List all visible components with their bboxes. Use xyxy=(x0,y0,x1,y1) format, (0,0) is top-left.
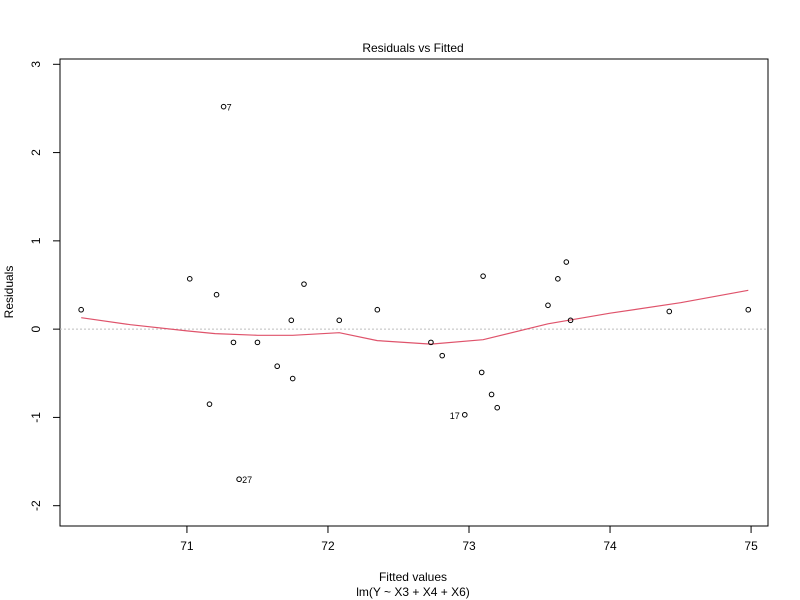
data-point xyxy=(289,375,296,382)
x-tick-label: 71 xyxy=(180,539,194,553)
data-point xyxy=(478,369,485,376)
data-point xyxy=(567,317,574,324)
data-point xyxy=(336,317,343,324)
data-point xyxy=(745,306,752,313)
data-point xyxy=(488,391,495,398)
data-point xyxy=(213,291,220,298)
data-point xyxy=(236,476,242,483)
x-tick-label: 75 xyxy=(744,539,758,553)
data-point xyxy=(220,103,227,110)
x-tick-label: 72 xyxy=(321,539,335,553)
point-label: 27 xyxy=(242,475,252,485)
data-point xyxy=(461,411,468,418)
point-label: 7 xyxy=(227,103,232,113)
data-point xyxy=(301,281,307,287)
x-tick-label: 74 xyxy=(603,539,617,553)
x-axis-label: Fitted values xyxy=(379,570,447,584)
y-tick-label: 0 xyxy=(29,325,43,332)
y-tick-label: 3 xyxy=(29,61,43,68)
data-point xyxy=(666,308,673,315)
data-point xyxy=(288,317,295,324)
data-point xyxy=(494,404,501,411)
data-point xyxy=(428,339,434,346)
x-tick-label: 73 xyxy=(462,539,476,553)
data-point xyxy=(555,276,561,282)
data-point xyxy=(274,363,280,370)
y-axis-label: Residuals xyxy=(2,266,16,319)
y-tick-label: -2 xyxy=(29,500,43,511)
data-point xyxy=(374,306,381,313)
chart-title: Residuals vs Fitted xyxy=(362,41,463,55)
smoother-line xyxy=(81,289,749,345)
data-point xyxy=(230,339,237,346)
y-tick-label: 1 xyxy=(29,237,43,244)
data-point xyxy=(78,306,84,313)
y-tick-label: -1 xyxy=(29,412,43,423)
data-point xyxy=(563,259,570,265)
y-tick-label: 2 xyxy=(29,149,43,156)
data-point xyxy=(480,273,486,279)
data-point xyxy=(439,352,446,359)
data-point xyxy=(186,276,193,282)
point-label: 17 xyxy=(450,411,460,421)
data-point xyxy=(206,401,213,407)
plot-frame xyxy=(59,58,769,527)
x-axis-sublabel: lm(Y ~ X3 + X4 + X6) xyxy=(356,585,470,599)
data-point xyxy=(545,302,551,309)
data-point xyxy=(254,339,261,346)
